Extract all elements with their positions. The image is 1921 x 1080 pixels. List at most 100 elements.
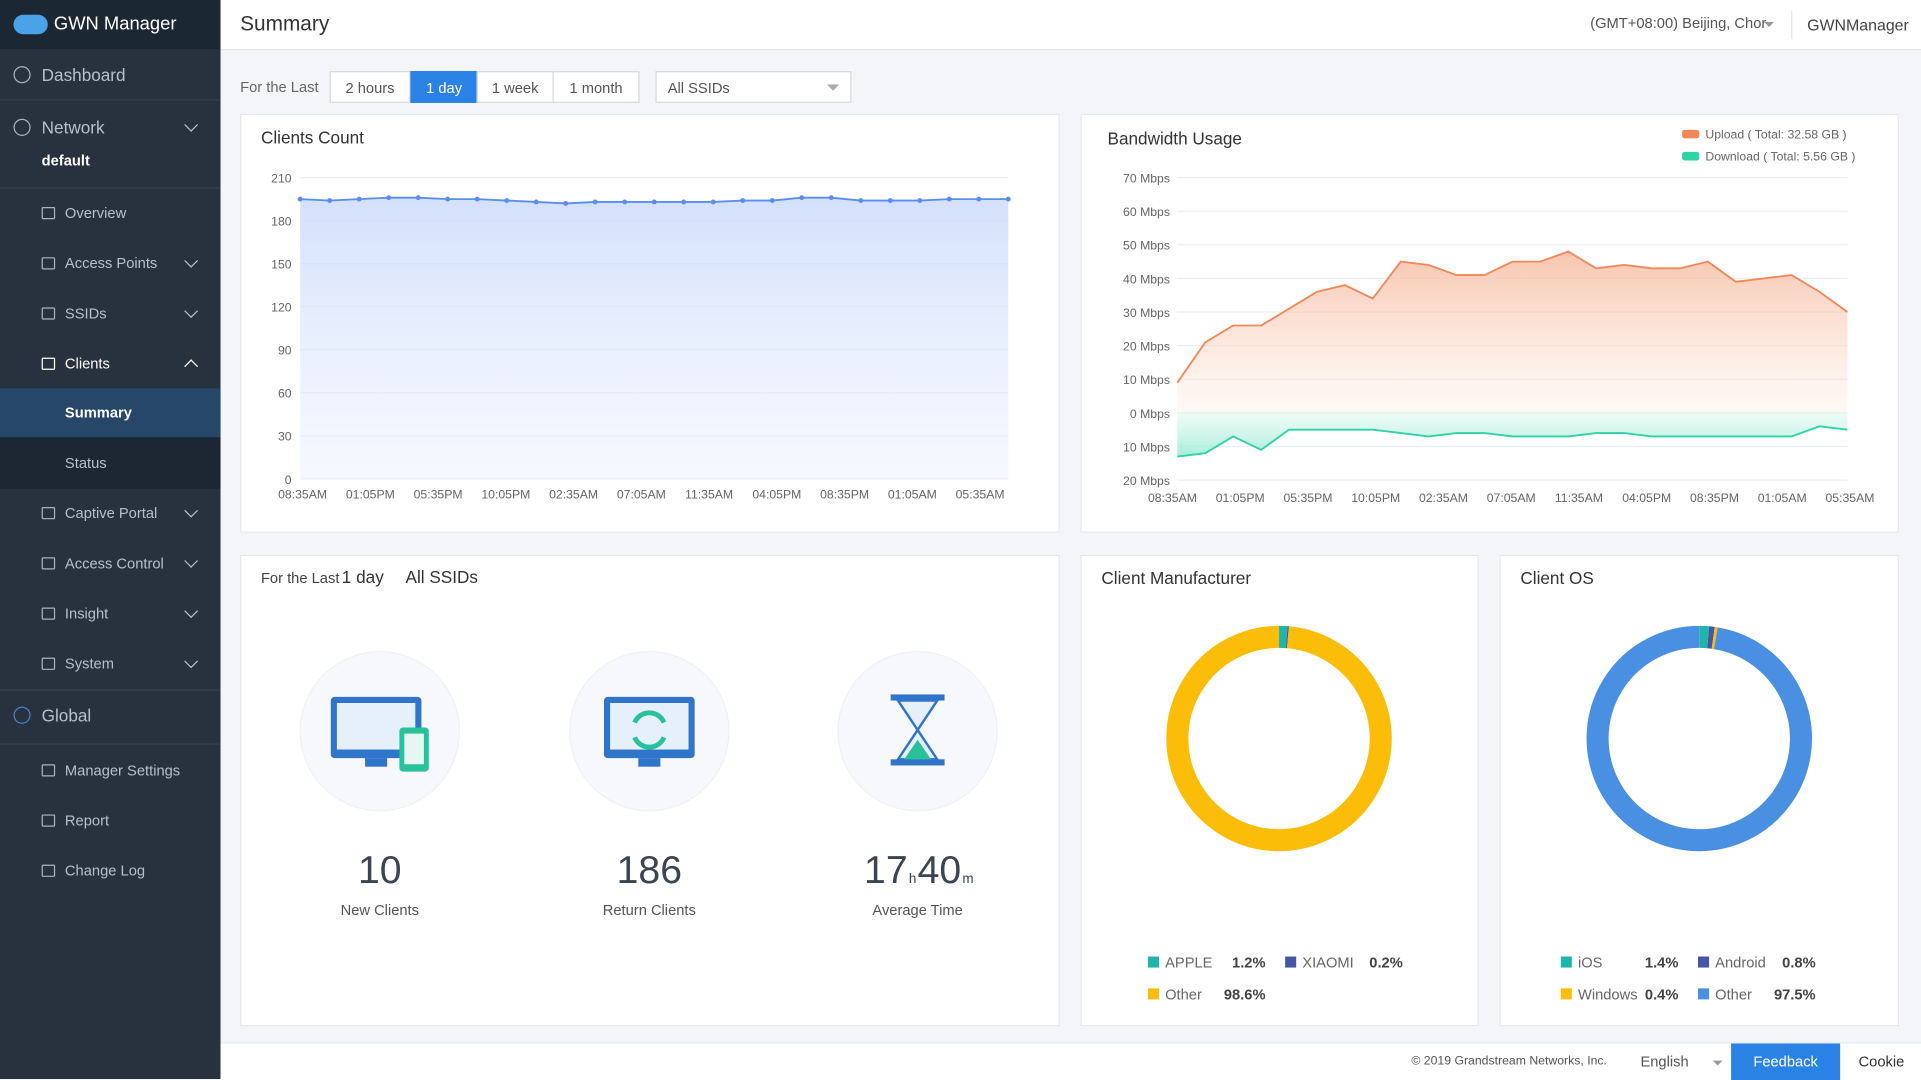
point [681, 200, 686, 205]
legend-value: 97.5% [1774, 987, 1816, 1003]
y-tick-label: 20 Mbps [1123, 474, 1170, 488]
legend-label: Download ( Total: 5.56 GB ) [1705, 149, 1855, 163]
x-tick-label: 04:05PM [752, 487, 801, 501]
legend-swatch [1698, 988, 1709, 999]
legend-swatch [1148, 957, 1159, 968]
legend-swatch [1285, 957, 1296, 968]
point [534, 200, 539, 205]
point [976, 197, 981, 202]
y-tick-label: 180 [271, 215, 292, 229]
y-tick-label: 60 Mbps [1123, 205, 1170, 219]
x-tick-label: 02:35AM [549, 487, 598, 501]
legend-value: 0.8% [1782, 956, 1815, 972]
x-tick-label: 08:35PM [820, 487, 869, 501]
point [711, 200, 716, 205]
legend-value: 1.4% [1645, 956, 1678, 972]
stat-part: 40 [918, 849, 962, 892]
point [858, 198, 863, 203]
point [386, 195, 391, 200]
point [563, 201, 568, 206]
x-tick-label: 08:35AM [1148, 491, 1197, 505]
donut-slice [1708, 637, 1713, 638]
x-tick-label: 01:05PM [346, 487, 395, 501]
donut-slice [1598, 637, 1801, 840]
icons [300, 652, 997, 811]
y-tick-label: 20 Mbps [1123, 340, 1170, 354]
point [357, 197, 362, 202]
point [622, 200, 627, 205]
x-tick-label: 05:35AM [1825, 491, 1874, 505]
stat-value: 10 [358, 849, 402, 892]
stat-part: m [962, 871, 973, 886]
y-tick-label: 0 [285, 473, 292, 487]
x-tick-label: 05:35PM [414, 487, 463, 501]
x-tick-label: 04:05PM [1622, 491, 1671, 505]
legend-value: 98.6% [1224, 987, 1266, 1003]
x-tick-label: 05:35PM [1283, 491, 1332, 505]
y-tick-label: 10 Mbps [1123, 373, 1170, 387]
point [475, 197, 480, 202]
x-tick-label: 01:05AM [1758, 491, 1807, 505]
feedback-button[interactable]: Feedback [1731, 1043, 1840, 1080]
x-tick-label: 07:05AM [617, 487, 666, 501]
y-tick-label: 150 [271, 258, 292, 272]
point [799, 195, 804, 200]
x-tick-label: 10:05PM [481, 487, 530, 501]
y-tick-label: 0 Mbps [1130, 407, 1170, 421]
point [740, 198, 745, 203]
y-tick-label: 50 Mbps [1123, 239, 1170, 253]
y-tick-label: 70 Mbps [1123, 171, 1170, 185]
legend-swatch [1682, 152, 1699, 161]
y-tick-label: 40 Mbps [1123, 272, 1170, 286]
stat-value: 17h40m [864, 849, 974, 892]
legend-value: 1.2% [1232, 956, 1265, 972]
x-tick-label: 11:35AM [685, 487, 733, 501]
x-tick-label: 08:35AM [278, 487, 327, 501]
y-tick-label: 210 [271, 171, 292, 185]
point [888, 198, 893, 203]
stat-label: Return Clients [603, 903, 696, 919]
point [298, 197, 303, 202]
point [445, 197, 450, 202]
x-tick-label: 11:35AM [1555, 491, 1603, 505]
legend-swatch [1561, 957, 1572, 968]
legend-value: 0.4% [1645, 987, 1678, 1003]
y-tick-label: 10 Mbps [1123, 440, 1170, 454]
stat-part: h [909, 871, 917, 886]
point [947, 197, 952, 202]
y-tick-label: 60 [278, 387, 292, 401]
point [652, 200, 657, 205]
legend-swatch [1148, 988, 1159, 999]
x-tick-label: 01:05PM [1216, 491, 1265, 505]
legend-swatch [1561, 988, 1572, 999]
legend-value: 0.2% [1369, 956, 1402, 972]
legend-label: XIAOMI [1302, 956, 1353, 972]
point [327, 198, 332, 203]
x-tick-label: 10:05PM [1351, 491, 1400, 505]
point [504, 198, 509, 203]
donut-slice [1177, 637, 1380, 840]
legend-swatch [1682, 130, 1699, 139]
point [593, 200, 598, 205]
stat-label: New Clients [341, 903, 419, 919]
footer: © 2019 Grandstream Networks, Inc. Englis… [221, 1042, 1921, 1080]
area [1177, 252, 1847, 413]
legend-label: Upload ( Total: 32.58 GB ) [1705, 127, 1846, 141]
legend-label: iOS [1578, 956, 1603, 972]
y-tick-label: 90 [278, 344, 292, 358]
caret [1713, 1061, 1723, 1071]
legend-label: Other [1715, 987, 1752, 1003]
y-tick-label: 120 [271, 301, 292, 315]
stat-part: 17 [864, 849, 908, 892]
point [416, 195, 421, 200]
language[interactable]: English [1640, 1053, 1688, 1070]
area [1177, 413, 1847, 457]
point [829, 195, 834, 200]
point [917, 198, 922, 203]
x-tick-label: 08:35PM [1690, 491, 1739, 505]
legend-swatch [1698, 957, 1709, 968]
cookie[interactable]: Cookie [1859, 1053, 1905, 1070]
